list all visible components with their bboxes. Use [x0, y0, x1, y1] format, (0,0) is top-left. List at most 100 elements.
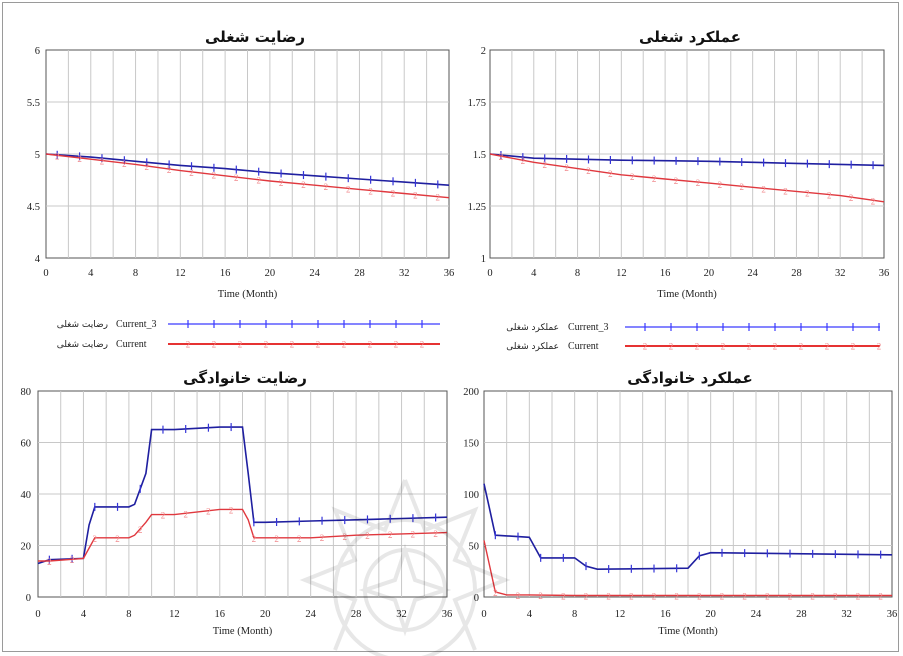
- legend-marker-2: 2: [290, 340, 295, 350]
- legend-marker-2: 2: [212, 340, 217, 350]
- x-tick-label: 24: [305, 609, 316, 620]
- y-tick-label: 200: [463, 387, 479, 398]
- data-marker-2: 2: [161, 511, 166, 521]
- data-marker-2: 2: [324, 182, 329, 192]
- x-tick-label: 20: [260, 609, 271, 620]
- data-marker-2: 2: [783, 186, 788, 196]
- series-line-current-3: [483, 483, 893, 571]
- x-tick-label: 12: [615, 609, 626, 620]
- legend-marker-2: 2: [368, 340, 373, 350]
- x-axis-label: Time (Month): [657, 289, 717, 300]
- data-marker-2: 2: [606, 591, 611, 601]
- y-tick-label: 20: [21, 542, 32, 553]
- x-axis-label: Time (Month): [213, 626, 273, 637]
- x-tick-label: 12: [169, 609, 180, 620]
- data-marker-2: 2: [652, 591, 657, 601]
- y-tick-label: 40: [21, 490, 32, 501]
- y-tick-label: 4.5: [27, 202, 40, 213]
- data-marker-2: 2: [629, 591, 634, 601]
- data-marker-2: 2: [388, 530, 393, 540]
- x-tick-label: 4: [88, 268, 94, 279]
- legend-marker-2: 2: [877, 342, 882, 352]
- data-marker-2: 2: [652, 174, 657, 184]
- data-marker-2: 2: [274, 534, 279, 544]
- data-marker-2: 2: [696, 178, 701, 188]
- data-marker-2: 2: [742, 591, 747, 601]
- data-marker-2: 2: [368, 186, 373, 196]
- data-marker-2: 2: [320, 533, 325, 543]
- chart-title: رضایت خانوادگی: [183, 369, 307, 387]
- y-tick-label: 150: [463, 439, 479, 450]
- y-tick-label: 100: [463, 490, 479, 501]
- chart-br: عملکرد خانوادگی 200 150 100 50 00 4 8 12 16 20 24 28…: [463, 369, 897, 637]
- data-marker-2: 2: [93, 534, 98, 544]
- legend-series-name: Current_3: [568, 322, 609, 333]
- x-tick-label: 8: [133, 268, 138, 279]
- data-marker-2: 2: [542, 160, 547, 170]
- legend-marker-2: 2: [394, 340, 399, 350]
- data-marker-2: 2: [561, 591, 566, 601]
- x-tick-label: 24: [751, 609, 762, 620]
- data-marker-2: 2: [183, 509, 188, 519]
- data-marker-2: 2: [630, 172, 635, 182]
- data-marker-2: 2: [720, 591, 725, 601]
- data-marker-2: 2: [138, 525, 143, 535]
- legend-marker-2: 2: [773, 342, 778, 352]
- chart-bl: رضایت خانوادگی 80 60 40 20 00 4 8 12 16 20 24 28 32 36…: [21, 369, 453, 637]
- data-marker-2: 2: [493, 588, 498, 598]
- series-line-current: [489, 153, 885, 203]
- data-marker-2: 2: [521, 156, 526, 166]
- x-tick-label: 32: [841, 609, 852, 620]
- data-marker-2: 2: [100, 157, 105, 167]
- data-marker-2: 2: [365, 531, 370, 541]
- legend-marker-2: 2: [799, 342, 804, 352]
- legend-series-name: Current_3: [116, 319, 157, 330]
- legend-marker-2: 2: [186, 340, 191, 350]
- chart-title: عملکرد خانوادگی: [627, 369, 753, 387]
- data-marker-2: 2: [833, 591, 838, 601]
- series-line-current: [483, 540, 892, 597]
- data-marker-2: 2: [346, 184, 351, 194]
- chart-title: عملکرد شغلی: [639, 28, 741, 46]
- x-tick-label: 32: [396, 609, 407, 620]
- x-tick-label: 36: [442, 609, 453, 620]
- x-tick-label: 16: [660, 609, 671, 620]
- data-marker-2: 2: [718, 180, 723, 190]
- data-marker-2: 2: [391, 188, 396, 198]
- x-tick-label: 12: [616, 268, 627, 279]
- legend-marker-2: 2: [238, 340, 243, 350]
- y-tick-label: 5.5: [27, 98, 40, 109]
- legend-marker-2: 2: [264, 340, 269, 350]
- legend-marker-2: 2: [721, 342, 726, 352]
- data-marker-2: 2: [674, 591, 679, 601]
- data-marker-2: 2: [856, 591, 861, 601]
- data-marker-2: 2: [206, 507, 211, 517]
- legend-marker-2: 2: [695, 342, 700, 352]
- legend-marker-2: 2: [420, 340, 425, 350]
- data-marker-2: 2: [827, 191, 832, 201]
- x-tick-label: 24: [309, 268, 320, 279]
- y-tick-label: 1.25: [468, 202, 486, 213]
- data-marker-2: 2: [55, 151, 60, 161]
- x-tick-label: 0: [35, 609, 40, 620]
- data-marker-2: 2: [212, 171, 217, 181]
- data-marker-2: 2: [413, 191, 418, 201]
- data-marker-2: 2: [115, 534, 120, 544]
- data-marker-2: 2: [252, 534, 257, 544]
- data-marker-2: 2: [849, 193, 854, 203]
- legend-label: رضایت شغلی: [57, 340, 108, 350]
- data-marker-2: 2: [256, 176, 261, 186]
- legend-label: عملکرد شغلی: [506, 342, 559, 352]
- x-tick-label: 8: [572, 609, 577, 620]
- x-tick-label: 36: [879, 268, 890, 279]
- x-tick-label: 0: [481, 609, 486, 620]
- y-tick-label: 80: [21, 387, 32, 398]
- x-tick-label: 36: [887, 609, 898, 620]
- data-marker-2: 2: [229, 505, 234, 515]
- data-marker-2: 2: [765, 591, 770, 601]
- y-tick-label: 2: [481, 46, 486, 57]
- x-tick-label: 32: [399, 268, 410, 279]
- data-marker-2: 2: [805, 188, 810, 198]
- x-tick-label: 20: [705, 609, 716, 620]
